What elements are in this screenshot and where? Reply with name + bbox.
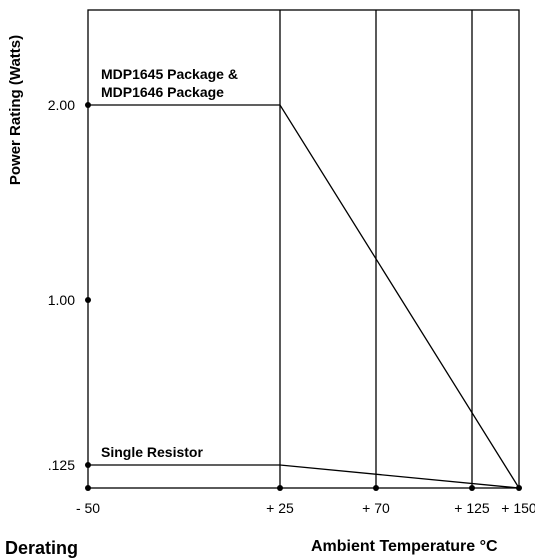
series-line-1	[88, 464, 520, 489]
series-label-0-line-1: MDP1646 Package	[101, 84, 224, 100]
vertical-gridlines	[279, 10, 473, 488]
series-label-0: MDP1645 Package & MDP1646 Package	[101, 66, 238, 100]
series-label-1-line-0: Single Resistor	[101, 444, 203, 460]
x-tick-dot-3	[469, 485, 475, 491]
x-tick-dot-4	[516, 485, 522, 491]
x-tick-dot-0	[85, 485, 91, 491]
tick-dots	[85, 102, 522, 491]
x-tick-labels: - 50 + 25 + 70 + 125 + 150	[76, 500, 535, 516]
x-tick-label-2: + 70	[362, 500, 390, 516]
x-tick-label-4: + 150	[501, 500, 535, 516]
y-tick-labels: .125 1.00 2.00	[48, 97, 75, 473]
y-tick-dot-1	[85, 297, 91, 303]
x-tick-label-3: + 125	[454, 500, 490, 516]
x-tick-dot-1	[277, 485, 283, 491]
series-labels: MDP1645 Package & MDP1646 Package Single R…	[101, 66, 238, 460]
y-axis-label: Power Rating (Watts)	[7, 35, 24, 185]
series-label-1: Single Resistor	[101, 444, 203, 460]
y-tick-label-1: 1.00	[48, 292, 75, 308]
plot-frame	[87, 9, 520, 489]
x-tick-label-0: - 50	[76, 500, 100, 516]
y-tick-label-0: .125	[48, 457, 75, 473]
x-tick-dot-2	[373, 485, 379, 491]
y-tick-dot-0	[85, 462, 91, 468]
x-tick-label-1: + 25	[266, 500, 294, 516]
chart-caption: Derating	[5, 538, 79, 558]
series-label-0-line-0: MDP1645 Package &	[101, 66, 238, 82]
series-line-0	[88, 104, 520, 489]
axes	[87, 9, 520, 489]
y-tick-dot-2	[85, 102, 91, 108]
series-lines	[88, 104, 520, 489]
x-axis-label: Ambient Temperature °C	[311, 538, 498, 555]
y-tick-label-2: 2.00	[48, 97, 75, 113]
